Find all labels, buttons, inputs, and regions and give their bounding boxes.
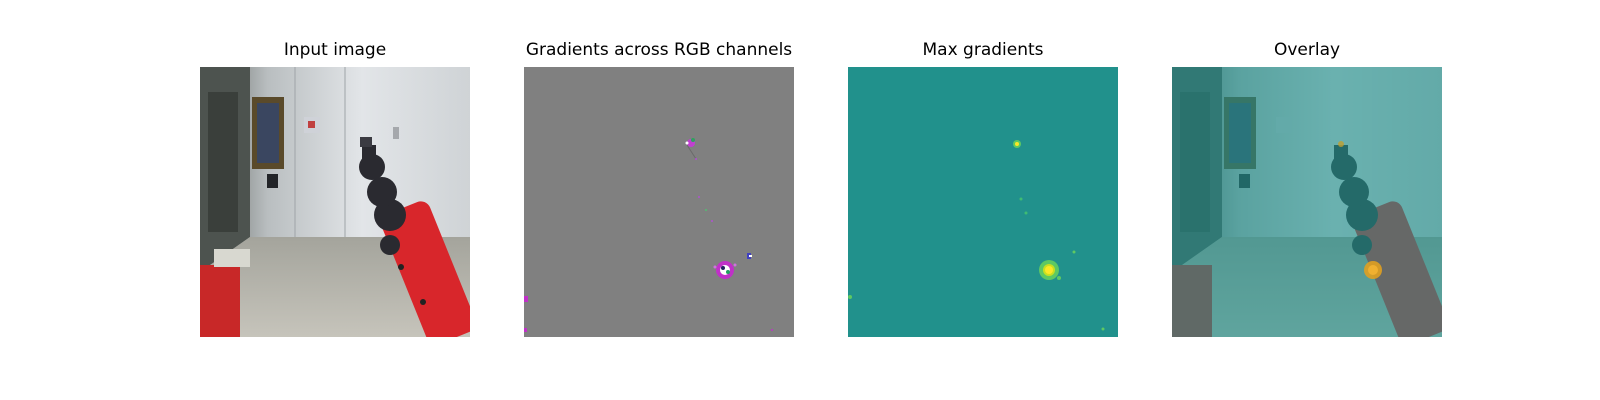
- panel-input-image: Input image: [200, 0, 470, 400]
- panel-title-input-image: Input image: [283, 40, 387, 60]
- rgb-gradient-map: [524, 67, 794, 337]
- panel-rgb-gradients: Gradients across RGB channels: [524, 0, 794, 400]
- overlay-image: [1172, 67, 1442, 337]
- panel-title-rgb-gradients: Gradients across RGB channels: [525, 40, 793, 60]
- panel-max-gradients: Max gradients: [848, 0, 1118, 400]
- panel-overlay: Overlay: [1172, 0, 1442, 400]
- max-gradient-heatmap: [848, 67, 1118, 337]
- panel-title-overlay: Overlay: [1273, 40, 1341, 60]
- input-image: [200, 67, 470, 337]
- panel-title-max-gradients: Max gradients: [922, 40, 1044, 60]
